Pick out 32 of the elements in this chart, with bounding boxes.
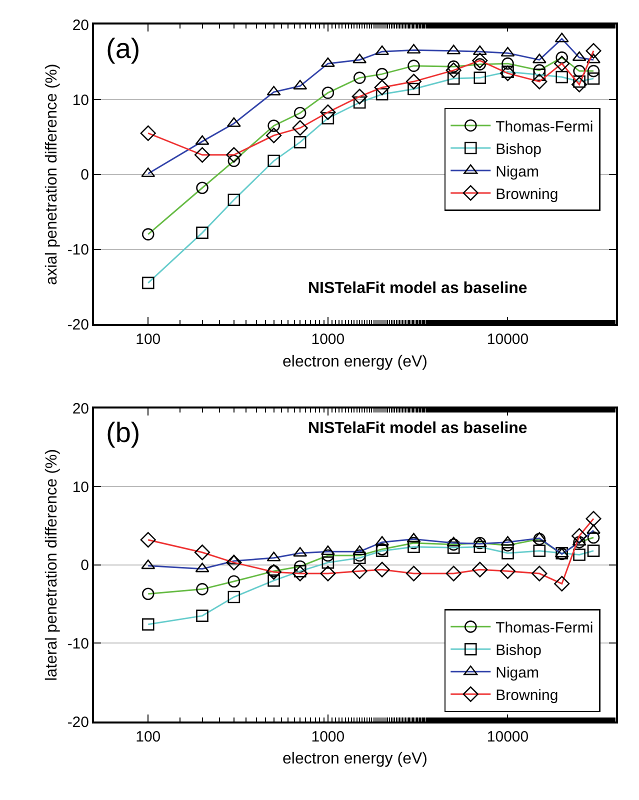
annotation: (b) <box>106 417 140 448</box>
legend-label: Bishop <box>496 642 542 660</box>
legend-label: Thomas-Fermi <box>496 118 594 136</box>
y-tick-label: -20 <box>67 316 89 334</box>
legend-label: Nigam <box>496 664 539 682</box>
y-tick-label: 20 <box>72 400 89 418</box>
x-tick-label: 1000 <box>311 728 345 746</box>
x-axis-title: electron energy (eV) <box>282 353 428 370</box>
y-tick-label: 0 <box>80 166 89 184</box>
legend-label: Bishop <box>496 140 542 158</box>
x-tick-label: 10000 <box>486 728 529 746</box>
legend-label: Browning <box>496 687 558 704</box>
x-axis-title: electron energy (eV) <box>282 750 428 768</box>
annotation: NISTelaFit model as baseline <box>308 280 528 297</box>
legend-label: Nigam <box>496 163 539 180</box>
x-tick-label: 10000 <box>486 331 529 348</box>
x-tick-label: 1000 <box>311 331 345 348</box>
legend-label: Browning <box>496 186 558 203</box>
y-tick-label: 20 <box>72 16 89 34</box>
y-axis-title: axial penetration difference (%) <box>44 64 61 285</box>
y-tick-label: 10 <box>72 92 89 109</box>
annotation: (a) <box>106 33 140 64</box>
annotation: NISTelaFit model as baseline <box>308 420 528 437</box>
x-tick-label: 100 <box>136 728 161 746</box>
y-tick-label: -20 <box>67 714 89 731</box>
y-tick-label: -10 <box>67 635 89 652</box>
legend-label: Thomas-Fermi <box>496 620 594 637</box>
y-axis-title: lateral penetration difference (%) <box>44 448 61 681</box>
y-tick-label: -10 <box>67 242 89 259</box>
y-tick-label: 10 <box>72 478 89 496</box>
y-tick-label: 0 <box>80 557 89 574</box>
x-tick-label: 100 <box>136 331 161 348</box>
